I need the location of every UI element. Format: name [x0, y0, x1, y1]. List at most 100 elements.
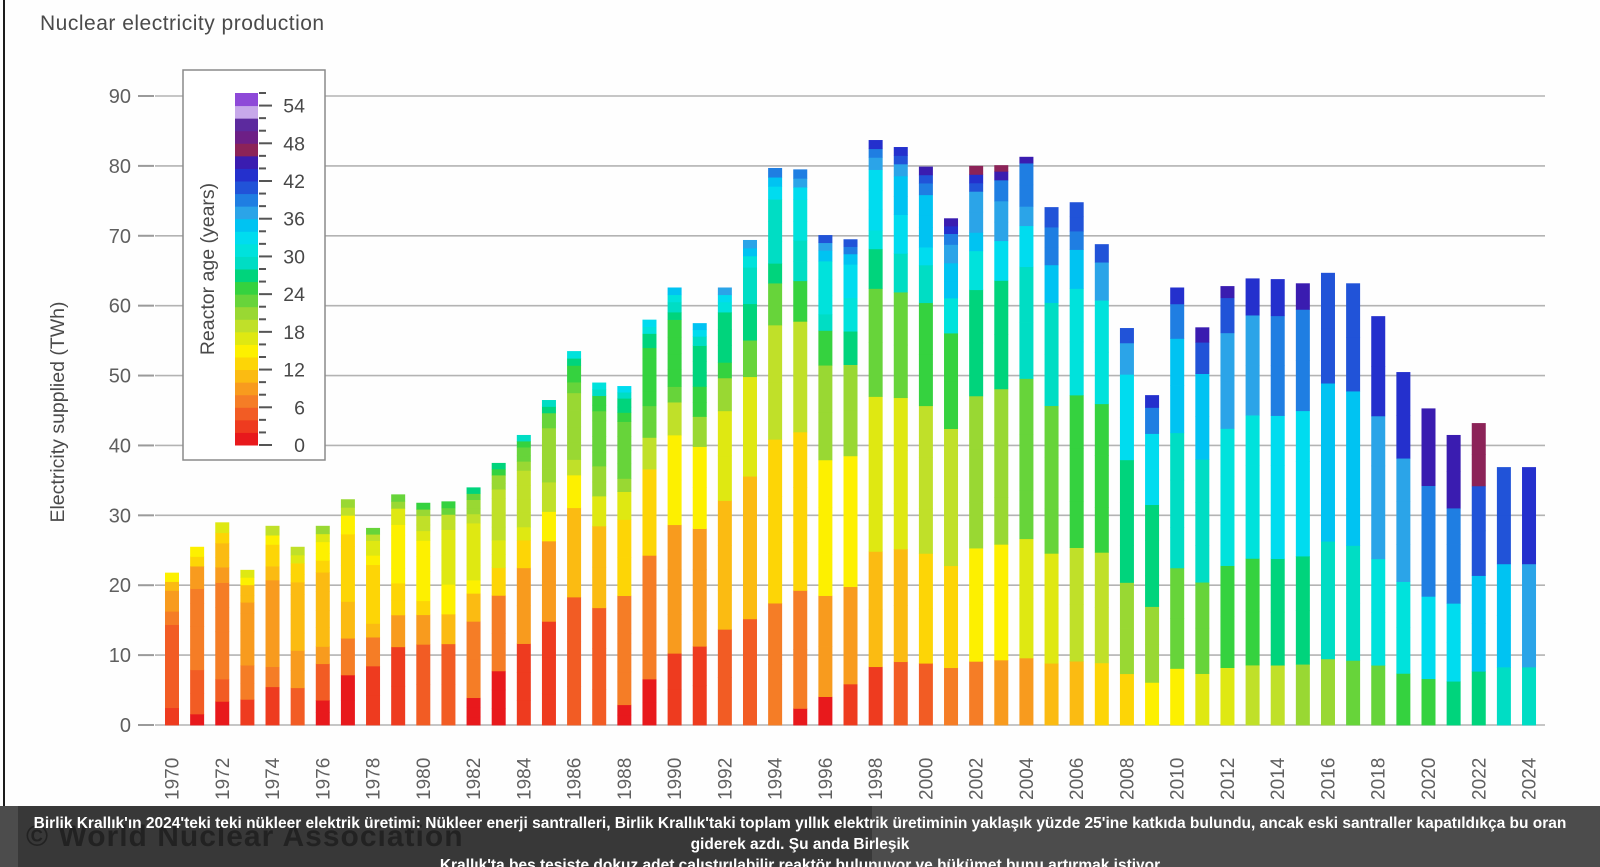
- bar-segment: [240, 584, 255, 596]
- bar-segment: [617, 491, 632, 520]
- bar-segment: [1522, 615, 1537, 668]
- bar-segment: [1220, 565, 1235, 617]
- bar-segment: [541, 481, 556, 498]
- bar-segment: [868, 148, 883, 158]
- bar-segment: [1069, 202, 1084, 218]
- bar-segment: [567, 382, 582, 394]
- bar-segment: [642, 333, 657, 344]
- bar-segment: [1371, 558, 1386, 613]
- bar-segment: [918, 166, 933, 176]
- bar-segment: [642, 701, 657, 726]
- bar-segment: [240, 683, 255, 700]
- bar-segment: [617, 595, 632, 635]
- bar-segment: [592, 689, 607, 726]
- bar-segment: [1119, 502, 1134, 546]
- bar-segment: [918, 214, 933, 228]
- bar-segment: [944, 524, 959, 567]
- bar-segment: [541, 497, 556, 512]
- bar-1984: [516, 434, 531, 726]
- bar-segment: [1295, 556, 1310, 611]
- bar-segment: [1145, 395, 1160, 408]
- bar-segment: [1421, 637, 1436, 680]
- bar-segment: [667, 689, 682, 726]
- bar-segment: [1270, 415, 1285, 466]
- bar-segment: [793, 199, 808, 222]
- legend-tick-label: 48: [283, 133, 305, 155]
- bar-2024: [1522, 467, 1537, 726]
- y-tick-label: 10: [109, 645, 131, 667]
- bar-segment: [1471, 575, 1486, 624]
- bar-segment: [717, 410, 732, 457]
- bar-segment: [265, 644, 280, 667]
- x-tick-label: 2000: [916, 758, 937, 800]
- bar-segment: [1421, 408, 1436, 448]
- bar-segment: [190, 588, 205, 604]
- bar-segment: [265, 566, 280, 581]
- bar-segment: [1019, 156, 1034, 164]
- bar-segment: [994, 602, 1009, 661]
- bar-segment: [215, 701, 230, 726]
- bar-segment: [969, 182, 984, 192]
- y-tick-label: 60: [109, 296, 131, 318]
- bar-segment: [466, 593, 481, 622]
- bar-segment: [969, 211, 984, 233]
- bar-segment: [165, 666, 179, 687]
- bar-segment: [466, 716, 481, 726]
- bar-segment: [944, 218, 959, 227]
- bar-segment: [240, 613, 255, 632]
- bar-segment: [969, 250, 984, 291]
- legend-color-block: [235, 118, 258, 132]
- bar-segment: [1346, 498, 1361, 546]
- bar-2010: [1170, 287, 1185, 726]
- bar-segment: [617, 412, 632, 422]
- bar-segment: [742, 575, 757, 620]
- bar-segment: [1044, 207, 1059, 228]
- bar-segment: [1220, 616, 1235, 669]
- bar-segment: [541, 657, 556, 695]
- bar-segment: [1320, 438, 1335, 494]
- bar-segment: [290, 613, 305, 634]
- bar-segment: [466, 487, 481, 494]
- bar-segment: [1170, 668, 1185, 726]
- bar-segment: [742, 286, 757, 305]
- chart-title: Nuclear electricity production: [40, 12, 325, 35]
- bar-segment: [818, 250, 833, 262]
- bar-segment: [1119, 328, 1134, 344]
- bar-segment: [1446, 581, 1461, 604]
- bar-segment: [315, 533, 330, 543]
- legend-color-block: [235, 344, 258, 358]
- bar-segment: [516, 700, 531, 726]
- bar-segment: [742, 376, 757, 427]
- bar-segment: [893, 549, 908, 606]
- bar-segment: [1069, 394, 1084, 449]
- bar-segment: [190, 693, 205, 715]
- bar-segment: [768, 496, 783, 554]
- bar-segment: [667, 402, 682, 436]
- bar-segment: [1295, 664, 1310, 726]
- bar-segment: [667, 287, 682, 296]
- bar-2015: [1295, 283, 1310, 726]
- bar-segment: [994, 544, 1009, 603]
- bar-segment: [466, 499, 481, 509]
- bar-segment: [290, 563, 305, 575]
- bar-segment: [516, 461, 531, 471]
- bar-segment: [215, 607, 230, 633]
- bar-segment: [893, 450, 908, 504]
- bar-segment: [994, 165, 1009, 172]
- bar-segment: [1446, 603, 1461, 643]
- bar-segment: [190, 579, 205, 589]
- bar-segment: [742, 340, 757, 378]
- bar-segment: [391, 518, 406, 525]
- bar-segment: [642, 469, 657, 513]
- bar-segment: [516, 499, 531, 513]
- bar-segment: [1270, 365, 1285, 416]
- bar-segment: [441, 584, 456, 601]
- bar-segment: [1094, 262, 1109, 301]
- bar-segment: [190, 556, 205, 567]
- bar-segment: [315, 663, 330, 701]
- bar-segment: [692, 685, 707, 726]
- bar-segment: [918, 264, 933, 304]
- y-tick-label: 20: [109, 575, 131, 597]
- bar-segment: [1119, 374, 1134, 418]
- bar-segment: [1044, 553, 1059, 609]
